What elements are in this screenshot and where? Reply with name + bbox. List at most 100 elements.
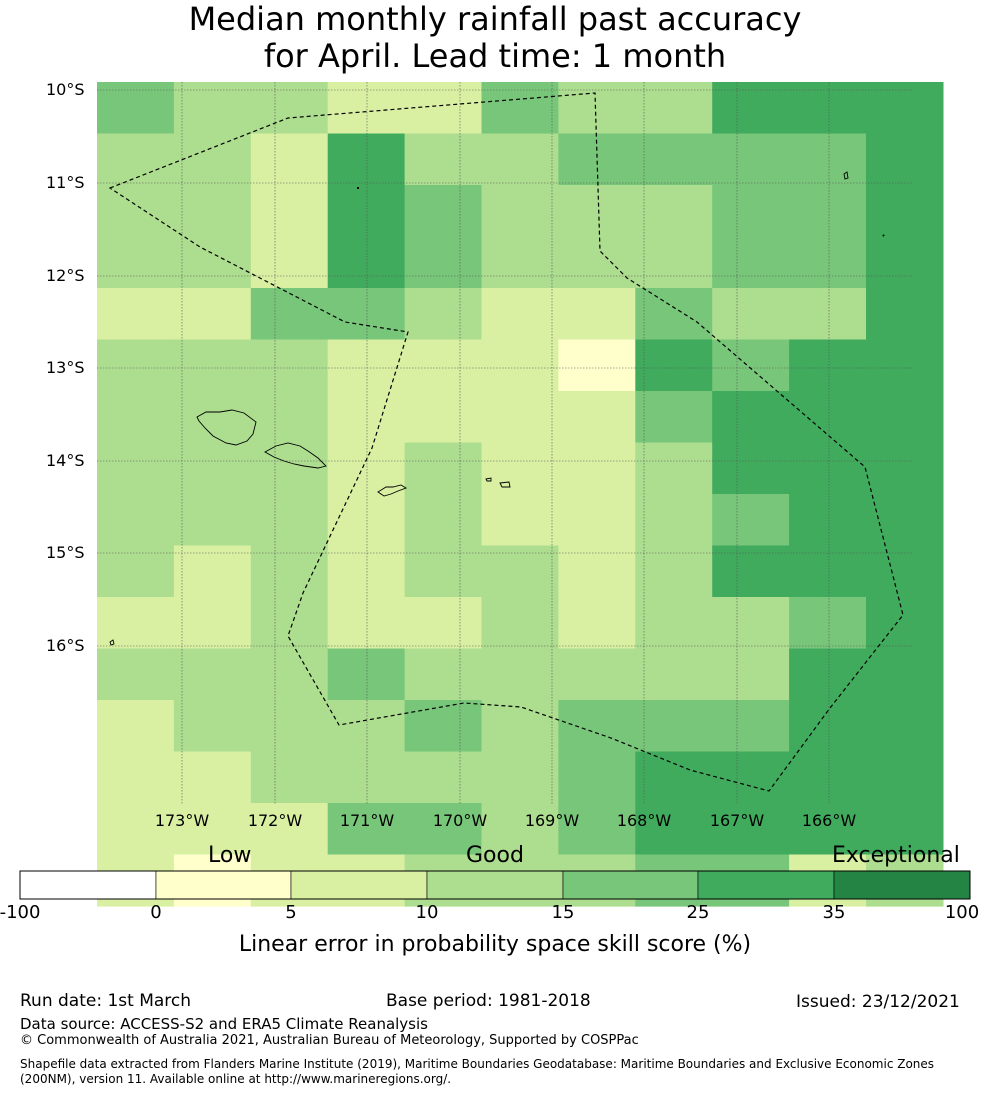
grid-cell: [481, 700, 559, 753]
grid-cell: [97, 442, 175, 495]
grid-cell: [789, 339, 867, 392]
grid-cell: [97, 545, 175, 598]
grid-cell: [404, 648, 483, 701]
shapefile-credit-line1: Shapefile data extracted from Flanders M…: [20, 1057, 935, 1071]
colorbar-segment: [562, 870, 699, 900]
grid-cell: [173, 597, 252, 650]
grid-cell: [558, 442, 636, 495]
run-date: Run date: 1st March: [20, 991, 192, 1011]
grid-cell: [635, 288, 713, 341]
grid-cell: [97, 185, 175, 238]
grid-cell: [327, 133, 406, 186]
grid-cell: [635, 494, 713, 547]
grid-cell: [558, 494, 636, 547]
grid-cell: [712, 133, 790, 186]
grid-cell: [635, 133, 713, 186]
grid-cell: [327, 494, 406, 547]
grid-cell: [404, 597, 483, 650]
grid-cell: [712, 236, 790, 289]
colorbar-segment: [833, 870, 971, 900]
grid-cell: [481, 288, 559, 341]
grid-cell: [250, 751, 329, 804]
grid-cell: [866, 288, 944, 341]
grid-cell: [866, 597, 944, 650]
grid-cell: [250, 700, 329, 753]
grid-cell: [173, 700, 252, 753]
colorbar-tick-100: 100: [944, 902, 980, 923]
grid-cell: [712, 545, 790, 598]
grid-cell: [327, 700, 406, 753]
grid-cell: [866, 339, 944, 392]
grid-cell: [712, 751, 790, 804]
grid-cell: [712, 700, 790, 753]
category-exceptional: Exceptional: [832, 843, 960, 868]
copyright: © Commonwealth of Australia 2021, Austra…: [20, 1033, 639, 1048]
grid-cell: [481, 391, 559, 444]
grid-cell: [173, 545, 252, 598]
lon-label-169w: 169°W: [524, 811, 580, 830]
colorbar-tick-15: 15: [551, 902, 575, 923]
grid-cell: [97, 751, 175, 804]
grid-cell: [97, 82, 175, 135]
grid-cell: [250, 339, 329, 392]
grid-cell: [250, 185, 329, 238]
grid-cell: [635, 391, 713, 444]
grid-cell: [481, 545, 559, 598]
grid-cell: [481, 803, 559, 856]
grid-cell: [789, 494, 867, 547]
grid-cell: [250, 803, 329, 856]
grid-cell: [635, 803, 713, 856]
data-source: Data source: ACCESS-S2 and ERA5 Climate …: [20, 1015, 428, 1033]
grid-cell: [866, 648, 944, 701]
grid-cell: [250, 597, 329, 650]
grid-cell: [635, 339, 713, 392]
grid-cell: [635, 185, 713, 238]
grid-cell: [97, 597, 175, 650]
grid-cell: [789, 133, 867, 186]
grid-cell: [327, 339, 406, 392]
lat-label-10s: 10°S: [46, 80, 85, 99]
grid-cell: [789, 185, 867, 238]
grid-cell: [250, 494, 329, 547]
grid-cell: [173, 185, 252, 238]
grid-cell: [866, 494, 944, 547]
map-title-line1: Median monthly rainfall past accuracy: [188, 0, 802, 38]
category-good: Good: [466, 843, 524, 868]
grid-cell: [97, 803, 175, 856]
grid-cell: [404, 339, 483, 392]
colorbar-tick-25: 25: [686, 902, 710, 923]
grid-cell: [173, 442, 252, 495]
grid-cell: [635, 648, 713, 701]
grid-cell: [250, 236, 329, 289]
island-tutuila: [377, 484, 408, 497]
lat-label-14s: 14°S: [46, 451, 85, 470]
grid-cell: [97, 236, 175, 289]
grid-cell: [866, 545, 944, 598]
grid-cell: [327, 82, 406, 135]
grid-cell: [635, 82, 713, 135]
grid-cell: [558, 391, 636, 444]
grid-cell: [789, 82, 867, 135]
colorbar-tick-5: 5: [285, 902, 297, 923]
grid-cell: [558, 545, 636, 598]
grid-cell: [712, 597, 790, 650]
grid-cell: [250, 82, 329, 135]
grid-cell: [789, 545, 867, 598]
grid-cell: [97, 700, 175, 753]
grid-cell: [327, 597, 406, 650]
grid-cell: [866, 133, 944, 186]
grid-cell: [866, 391, 944, 444]
lat-label-13s: 13°S: [46, 358, 85, 377]
grid-cell: [327, 288, 406, 341]
island-tau: [499, 481, 511, 488]
grid-cell: [173, 494, 252, 547]
grid-cell: [481, 236, 559, 289]
grid-cell: [712, 339, 790, 392]
grid-cell: [481, 648, 559, 701]
grid-cell: [558, 803, 636, 856]
grid-cell: [97, 288, 175, 341]
grid-cell: [250, 133, 329, 186]
lat-label-15s: 15°S: [46, 543, 85, 562]
grid-cell: [327, 803, 406, 856]
